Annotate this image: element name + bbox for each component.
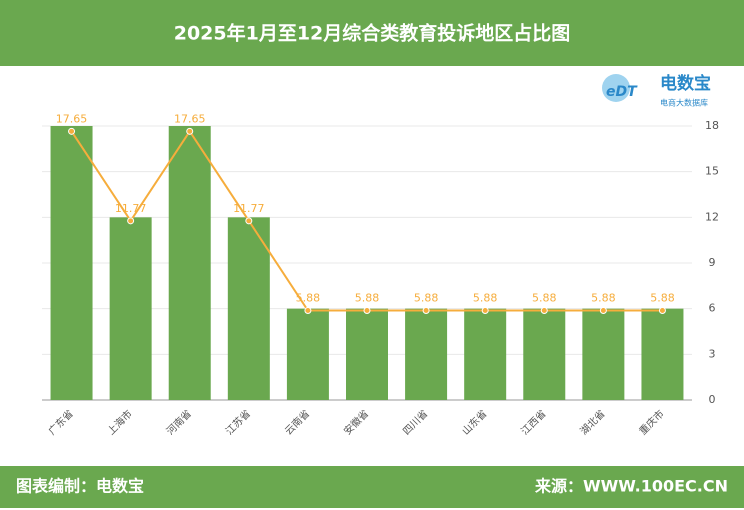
y-tick-label: 3: [709, 347, 716, 360]
logo-icon: [602, 74, 630, 102]
data-label: 17.65: [174, 112, 206, 125]
x-tick-label: 上海市: [104, 407, 134, 437]
x-tick-label: 云南省: [282, 407, 312, 437]
bar: [109, 217, 152, 400]
y-tick-label: 6: [709, 302, 716, 315]
line-point: [540, 306, 548, 314]
line-point: [481, 306, 489, 314]
line-point: [68, 127, 76, 135]
line-point: [245, 217, 253, 225]
x-tick-label: 广东省: [45, 407, 75, 437]
line-point: [363, 306, 371, 314]
data-label: 11.77: [233, 202, 265, 215]
footer-bar: [0, 466, 744, 508]
line-point: [186, 127, 194, 135]
line-point: [422, 306, 430, 314]
y-tick-label: 15: [705, 165, 719, 178]
logo-mark: eDT: [606, 84, 638, 100]
line-point: [304, 306, 312, 314]
line-point: [599, 306, 607, 314]
bar: [523, 308, 566, 400]
bar: [346, 308, 388, 400]
data-label: 5.88: [473, 291, 498, 304]
y-tick-label: 9: [709, 256, 716, 269]
footer-right: 来源：WWW.100EC.CN: [534, 477, 728, 496]
x-tick-label: 重庆市: [636, 407, 666, 437]
y-tick-label: 0: [709, 393, 716, 406]
data-label: 5.88: [650, 291, 675, 304]
data-label: 5.88: [591, 291, 616, 304]
data-label: 5.88: [296, 291, 321, 304]
x-tick-label: 河南省: [164, 407, 194, 437]
x-tick-label: 山东省: [459, 407, 489, 437]
line: [70, 129, 663, 312]
bar: [405, 308, 448, 400]
data-label: 5.88: [355, 291, 380, 304]
x-tick-label: 江苏省: [223, 407, 253, 437]
x-tick-label: 安徽省: [341, 407, 371, 437]
bar: [227, 217, 270, 400]
y-tick-label: 18: [705, 119, 719, 132]
logo-name: 电数宝: [660, 73, 711, 94]
bar: [168, 126, 211, 400]
footer-left: 图表编制：电数宝: [16, 477, 144, 496]
logo-tagline: 电商大数据库: [660, 98, 708, 108]
title-bar: [0, 0, 744, 66]
bar: [582, 308, 625, 400]
bar: [50, 126, 93, 400]
line-point: [658, 306, 666, 314]
bar: [286, 308, 329, 400]
bar: [641, 308, 684, 400]
chart-title: 2025年1月至12月综合类教育投诉地区占比图: [174, 22, 571, 45]
y-tick-label: 12: [705, 210, 719, 223]
x-tick-label: 湖北省: [577, 407, 607, 437]
line-point: [127, 217, 135, 225]
data-label: 11.77: [115, 202, 147, 215]
data-label: 5.88: [414, 291, 439, 304]
data-label: 17.65: [56, 112, 88, 125]
data-label: 5.88: [532, 291, 557, 304]
x-tick-label: 四川省: [400, 407, 430, 437]
bar: [464, 308, 507, 400]
x-tick-label: 江西省: [518, 407, 548, 437]
